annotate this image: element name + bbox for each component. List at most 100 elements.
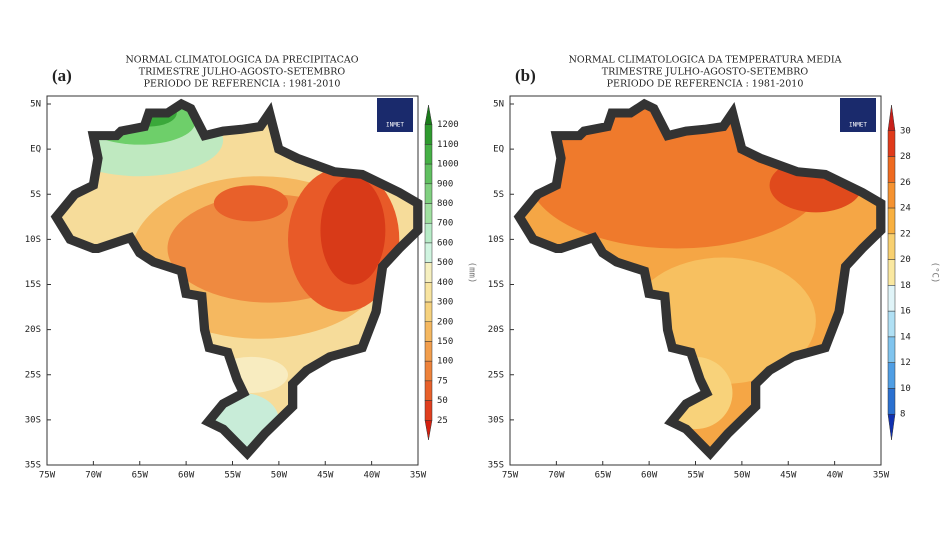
colorbar-segment	[887, 259, 896, 286]
lat-tick-label: 35S	[488, 461, 504, 471]
colorbar-segment	[424, 163, 433, 185]
colorbar-segment	[887, 182, 896, 209]
colorbar-tick-label: 700	[437, 219, 453, 229]
colorbar-tick-label: 400	[437, 278, 453, 288]
lon-tick-label: 60W	[178, 471, 195, 481]
colorbar-tick-label: 200	[437, 317, 453, 327]
lat-tick-label: 15S	[25, 280, 41, 290]
colorbar-segment	[424, 341, 433, 362]
lon-tick-label: 65W	[595, 471, 612, 481]
lon-tick-label: 50W	[271, 471, 288, 481]
colorbar-tick-label: 8	[900, 410, 905, 420]
panel-title: TRIMESTRE JULHO-AGOSTO-SETEMBRO	[602, 67, 809, 78]
colorbar-tick-label: 1000	[437, 160, 459, 170]
colorbar-segment	[424, 203, 433, 224]
colorbar-segment	[424, 400, 433, 421]
lat-tick-label: 10S	[25, 235, 41, 245]
colorbar-segment	[424, 183, 433, 204]
colorbar-cap	[887, 413, 896, 441]
colorbar-tick-label: 30	[900, 126, 911, 136]
lon-tick-label: 40W	[826, 471, 843, 481]
colorbar-segment	[887, 388, 896, 415]
colorbar-tick-label: 10	[900, 384, 911, 394]
colorbar-tick-label: 24	[900, 204, 911, 214]
panel-title: TRIMESTRE JULHO-AGOSTO-SETEMBRO	[139, 67, 346, 78]
colorbar-segment	[424, 124, 433, 145]
logo-box	[377, 98, 413, 132]
panel-title: NORMAL CLIMATOLOGICA DA PRECIPITACAO	[125, 55, 358, 66]
lat-tick-label: EQ	[30, 145, 41, 155]
lon-tick-label: 55W	[224, 471, 241, 481]
colorbar-tick-label: 16	[900, 307, 911, 317]
lon-tick-label: 40W	[363, 471, 380, 481]
lat-tick-label: 5N	[493, 100, 504, 110]
lon-tick-label: 35W	[410, 471, 427, 481]
colorbar-tick-label: 28	[900, 152, 911, 162]
lat-tick-label: 5N	[30, 100, 41, 110]
lat-tick-label: 30S	[488, 415, 504, 425]
lon-tick-label: 45W	[780, 471, 797, 481]
colorbar-cap	[424, 420, 433, 441]
logo-box	[840, 98, 876, 132]
colorbar-tick-label: 12	[900, 358, 911, 368]
colorbar-tick-label: 100	[437, 357, 453, 367]
colorbar-tick-label: 20	[900, 255, 911, 265]
colorbar-segment	[887, 233, 896, 260]
lon-tick-label: 70W	[548, 471, 565, 481]
unit-label: (°C)	[930, 262, 940, 284]
colorbar-segment	[424, 144, 433, 165]
colorbar-segment	[887, 362, 896, 389]
colorbar-segment	[424, 242, 433, 263]
colorbar-segment	[887, 130, 896, 157]
colorbar-segment	[424, 282, 433, 303]
colorbar-tick-label: 600	[437, 238, 453, 248]
lat-tick-label: 25S	[25, 370, 41, 380]
colorbar-tick-label: 150	[437, 337, 453, 347]
colorbar-segment	[887, 285, 896, 312]
colorbar-segment	[424, 380, 433, 401]
panel-title: PERIODO DE REFERENCIA : 1981-2010	[607, 79, 804, 90]
lon-tick-label: 75W	[39, 471, 56, 481]
lat-tick-label: 20S	[488, 325, 504, 335]
lon-tick-label: 55W	[687, 471, 704, 481]
lat-tick-label: 10S	[488, 235, 504, 245]
colorbar-tick-label: 900	[437, 179, 453, 189]
lon-tick-label: 70W	[85, 471, 102, 481]
panel-title: PERIODO DE REFERENCIA : 1981-2010	[144, 79, 341, 90]
colorbar-tick-label: 18	[900, 281, 911, 291]
panel-label: (a)	[52, 66, 72, 85]
colorbar-tick-label: 25	[437, 416, 448, 426]
lat-tick-label: 5S	[493, 190, 504, 200]
colorbar-segment	[887, 336, 896, 363]
colorbar-tick-label: 800	[437, 199, 453, 209]
colorbar-segment	[424, 301, 433, 323]
panel-label: (b)	[515, 66, 536, 85]
lat-tick-label: 20S	[25, 325, 41, 335]
colorbar-tick-label: 14	[900, 332, 911, 342]
colorbar-tick-label: 50	[437, 396, 448, 406]
colorbar-tick-label: 1200	[437, 120, 459, 130]
colorbar-tick-label: 300	[437, 298, 453, 308]
lon-tick-label: 50W	[734, 471, 751, 481]
unit-label: (mm)	[467, 262, 477, 284]
lat-tick-label: 15S	[488, 280, 504, 290]
colorbar-segment	[887, 156, 896, 183]
lat-tick-label: 5S	[30, 190, 41, 200]
lon-tick-label: 75W	[502, 471, 519, 481]
colorbar-tick-label: 500	[437, 258, 453, 268]
lon-tick-label: 60W	[641, 471, 658, 481]
lat-tick-label: 35S	[25, 461, 41, 471]
panel-title: NORMAL CLIMATOLOGICA DA TEMPERATURA MEDI…	[569, 55, 842, 66]
colorbar-segment	[424, 360, 433, 382]
colorbar-segment	[424, 222, 433, 244]
colorbar-segment	[424, 262, 433, 283]
colorbar-tick-label: 1100	[437, 140, 459, 150]
lat-tick-label: 25S	[488, 370, 504, 380]
lon-tick-label: 65W	[132, 471, 149, 481]
lat-tick-label: 30S	[25, 415, 41, 425]
lon-tick-label: 35W	[873, 471, 890, 481]
colorbar-segment	[887, 310, 896, 338]
colorbar-segment	[887, 207, 896, 235]
colorbar-tick-label: 75	[437, 376, 448, 386]
